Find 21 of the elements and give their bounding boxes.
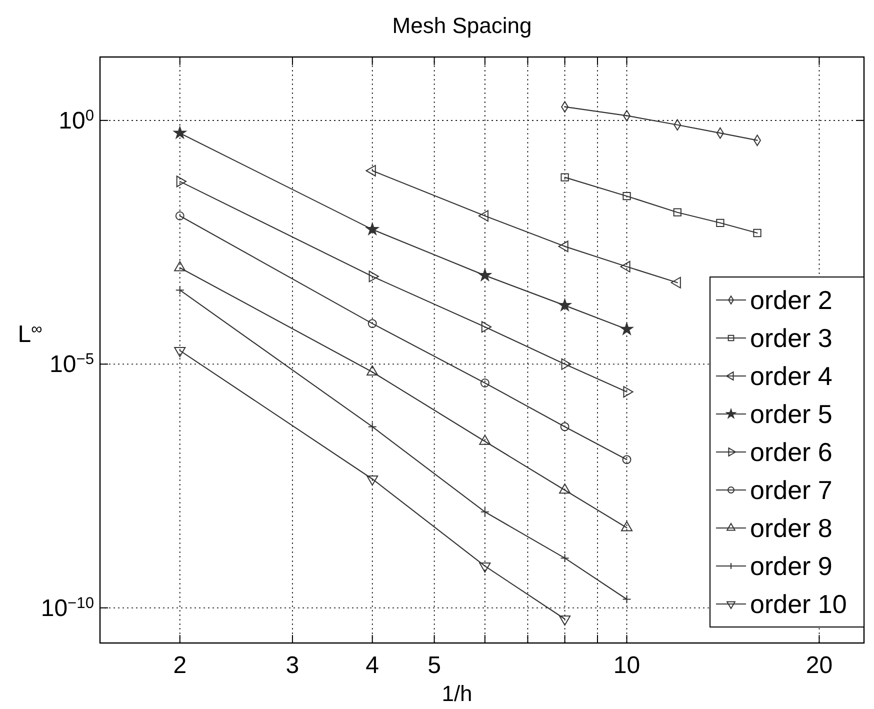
x-tick-label: 2 xyxy=(173,652,187,679)
x-tick-label: 20 xyxy=(806,652,833,679)
y-tick-label: 10$^{0}$ xyxy=(58,106,94,134)
legend-label: order 9 xyxy=(750,551,832,581)
x-tick-label: 3 xyxy=(286,652,300,679)
x-tick-label: 5 xyxy=(428,652,441,679)
legend-label: order 10 xyxy=(750,589,847,619)
legend-label: order 3 xyxy=(750,323,832,353)
y-axis-title: L$^{∞}$ xyxy=(18,320,42,348)
legend-label: order 2 xyxy=(750,285,832,315)
x-tick-label: 10 xyxy=(613,652,640,679)
legend-label: order 4 xyxy=(750,361,832,391)
x-tick-label: 4 xyxy=(366,652,380,679)
legend-label: order 5 xyxy=(750,399,832,429)
legend-label: order 6 xyxy=(750,437,832,467)
legend-label: order 8 xyxy=(750,513,832,543)
y-tick-label: 10$^{−5}$ xyxy=(50,350,94,378)
legend-label: order 7 xyxy=(750,475,832,505)
chart-title: Mesh Spacing xyxy=(392,13,532,38)
x-axis-title: 1/h xyxy=(442,681,472,706)
y-tick-label: 10$^{−10}$ xyxy=(40,594,94,622)
